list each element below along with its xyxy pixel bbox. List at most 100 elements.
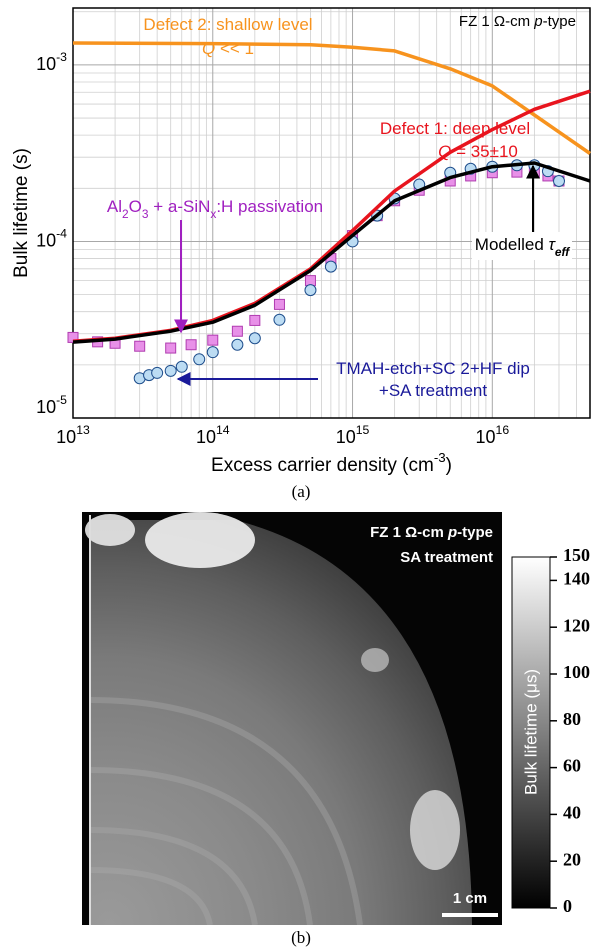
colorbar-tick-label: 60 <box>563 756 581 776</box>
y-tick-label: 10-4 <box>36 227 67 251</box>
annotation: Defect 1: deep level <box>380 119 530 138</box>
text-part: +SA treatment <box>379 381 487 400</box>
colorbar-tick-label: 150 <box>563 545 590 565</box>
text-part: Excess carrier density (cm <box>211 455 434 476</box>
text-part: τ <box>549 235 557 254</box>
tick-exponent: -5 <box>56 393 67 407</box>
text-part: Defect 2: shallow level <box>143 15 312 34</box>
tick-base: 10 <box>475 427 495 447</box>
colorbar-tick-label: 120 <box>563 615 590 635</box>
text-part: ) <box>446 455 452 476</box>
text-part: Q <box>438 142 451 161</box>
panel-label: (a) <box>292 482 311 501</box>
y-tick-label: 10-3 <box>36 50 67 74</box>
y-axis-label: Bulk lifetime (s) <box>11 148 32 278</box>
data-point <box>175 360 188 373</box>
data-point <box>164 364 177 377</box>
data-point <box>165 342 177 354</box>
colorbar-tick-label: 20 <box>563 849 581 869</box>
text-part: << 1 <box>215 39 254 58</box>
colorbar-label: Bulk lifetime (μs) <box>521 669 540 795</box>
text-part: :H passivation <box>216 197 323 216</box>
data-line <box>72 161 591 344</box>
tick-exponent: -4 <box>56 227 67 241</box>
x-axis-label: Excess carrier density (cm-3) <box>211 450 452 476</box>
text-part: 2 <box>122 207 129 221</box>
data-point <box>304 284 317 297</box>
text-part: FZ 1 Ω-cm <box>370 524 448 541</box>
annotation: SA treatment <box>400 549 493 566</box>
annotation: Q << 1 <box>202 39 254 58</box>
text-part: Modelled <box>475 235 549 254</box>
annotation: FZ 1 Ω-cm p-type <box>459 13 576 30</box>
data-line <box>72 41 591 155</box>
text-part: 3 <box>142 207 149 221</box>
text-part: -type <box>457 524 493 541</box>
colorbar-tick-label: 40 <box>563 803 581 823</box>
annotation: Defect 2: shallow level <box>143 15 312 34</box>
data-point <box>273 298 285 310</box>
tick-exponent: 14 <box>216 423 230 437</box>
data-point <box>231 325 243 337</box>
data-point <box>249 314 261 326</box>
tick-base: 10 <box>36 54 56 74</box>
text-part: -type <box>543 13 576 30</box>
text-part: Bulk lifetime (s) <box>11 148 32 278</box>
text-part: = 35±10 <box>451 142 518 161</box>
tick-exponent: 13 <box>76 423 90 437</box>
tick-base: 10 <box>36 230 56 250</box>
tick-base: 10 <box>56 427 76 447</box>
data-point <box>134 340 146 352</box>
text-part: 1 cm <box>453 890 487 907</box>
data-point <box>248 332 261 345</box>
data-point <box>185 339 197 351</box>
text-part: + a-SiN <box>148 197 210 216</box>
text-part: FZ 1 Ω-cm <box>459 13 534 30</box>
text-part: p <box>533 13 542 30</box>
data-point <box>231 338 244 351</box>
colorbar <box>511 556 551 909</box>
x-tick-label: 1015 <box>336 423 370 447</box>
text-part: p <box>447 524 457 541</box>
colorbar-tick-label: 0 <box>563 896 572 916</box>
annotation: 1 cm <box>453 890 487 907</box>
y-tick-label: 10-5 <box>36 393 67 417</box>
x-tick-label: 1016 <box>475 423 509 447</box>
annotation: Q = 35±10 <box>438 142 518 161</box>
data-point <box>207 334 219 346</box>
data-point <box>193 353 206 366</box>
tick-base: 10 <box>36 397 56 417</box>
annotation: Al2O3 + a-SiNx:H passivation <box>107 197 323 221</box>
annotation: Modelled τeff <box>475 235 570 259</box>
text-part: Defect 1: deep level <box>380 119 530 138</box>
text-part: O <box>129 197 142 216</box>
text-part: SA treatment <box>400 549 493 566</box>
label-box <box>472 232 572 260</box>
colorbar-tick-label: 80 <box>563 709 581 729</box>
tick-exponent: -3 <box>56 50 67 64</box>
text-part: TMAH-etch+SC 2+HF dip <box>336 359 530 378</box>
x-tick-label: 1014 <box>196 423 230 447</box>
annotation: FZ 1 Ω-cm p-type <box>370 524 493 541</box>
plot-frame <box>72 7 591 419</box>
data-point <box>67 331 79 343</box>
text-part: eff <box>555 245 570 259</box>
tick-exponent: 15 <box>356 423 370 437</box>
x-tick-label: 1013 <box>56 423 90 447</box>
annotation: +SA treatment <box>379 381 487 400</box>
lifetime-image <box>82 512 502 925</box>
tick-base: 10 <box>336 427 356 447</box>
text-part: x <box>210 207 216 221</box>
tick-exponent: 16 <box>496 423 510 437</box>
colorbar-tick-label: 100 <box>563 662 590 682</box>
data-point <box>552 174 565 187</box>
data-point <box>324 260 337 273</box>
data-point <box>304 275 316 287</box>
data-point <box>273 313 286 326</box>
annotation: TMAH-etch+SC 2+HF dip <box>336 359 530 378</box>
tick-base: 10 <box>196 427 216 447</box>
panel-label: (b) <box>291 928 311 947</box>
text-part: -3 <box>434 450 446 465</box>
